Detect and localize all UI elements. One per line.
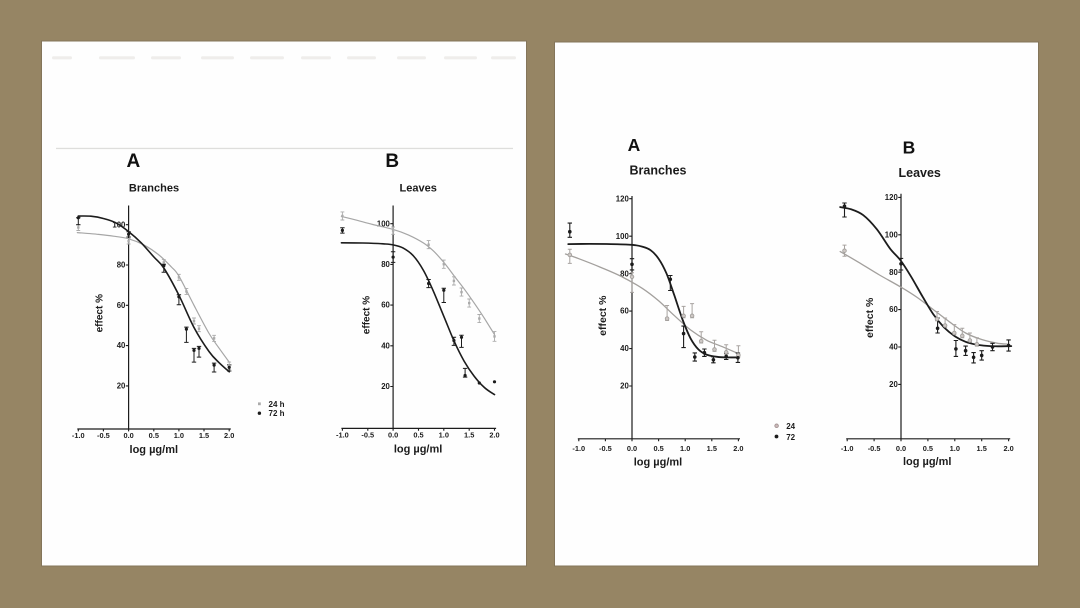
svg-text:B: B — [385, 151, 399, 172]
svg-text:2.0: 2.0 — [1003, 444, 1013, 453]
svg-text:0.0: 0.0 — [388, 430, 398, 439]
svg-text:2.0: 2.0 — [733, 444, 743, 453]
svg-text:-0.5: -0.5 — [361, 430, 374, 439]
svg-text:1.5: 1.5 — [977, 444, 987, 453]
svg-text:1.5: 1.5 — [464, 430, 474, 439]
svg-text:0.5: 0.5 — [653, 444, 663, 453]
svg-text:1.5: 1.5 — [707, 444, 717, 453]
svg-text:100: 100 — [377, 219, 391, 228]
svg-text:1.5: 1.5 — [199, 431, 209, 440]
svg-text:Branches: Branches — [630, 163, 687, 177]
svg-text:0.0: 0.0 — [627, 444, 637, 453]
svg-text:72 h: 72 h — [269, 409, 285, 418]
svg-text:20: 20 — [889, 380, 898, 389]
svg-text:1.0: 1.0 — [439, 430, 449, 439]
svg-text:100: 100 — [885, 230, 899, 239]
svg-text:-0.5: -0.5 — [97, 431, 110, 440]
svg-text:60: 60 — [381, 301, 390, 310]
svg-text:Branches: Branches — [129, 183, 179, 195]
svg-text:log µg/ml: log µg/ml — [130, 444, 179, 456]
svg-text:0.5: 0.5 — [923, 444, 933, 453]
svg-text:1.0: 1.0 — [174, 431, 184, 440]
svg-text:2.0: 2.0 — [489, 430, 499, 439]
svg-text:log µg/ml: log µg/ml — [634, 456, 683, 468]
svg-text:A: A — [127, 151, 141, 172]
svg-text:2.0: 2.0 — [224, 431, 234, 440]
svg-text:0.0: 0.0 — [896, 444, 906, 453]
svg-text:1.0: 1.0 — [950, 444, 960, 453]
svg-text:60: 60 — [620, 307, 629, 316]
svg-text:effect %: effect % — [95, 294, 106, 332]
svg-text:80: 80 — [620, 269, 629, 278]
svg-text:20: 20 — [620, 382, 629, 391]
svg-text:Leaves: Leaves — [400, 182, 437, 194]
svg-text:80: 80 — [381, 260, 390, 269]
svg-text:80: 80 — [889, 268, 898, 277]
svg-text:B: B — [903, 138, 916, 158]
svg-text:log µg/ml: log µg/ml — [903, 456, 952, 468]
svg-text:20: 20 — [117, 382, 126, 391]
svg-text:20: 20 — [381, 382, 390, 391]
svg-text:72: 72 — [786, 433, 795, 442]
svg-text:80: 80 — [117, 261, 126, 270]
svg-text:60: 60 — [117, 301, 126, 310]
svg-text:0.5: 0.5 — [149, 431, 159, 440]
svg-text:24 h: 24 h — [269, 400, 285, 409]
svg-text:24: 24 — [786, 422, 795, 431]
svg-text:-1.0: -1.0 — [841, 444, 854, 453]
svg-text:40: 40 — [381, 341, 390, 350]
svg-text:log µg/ml: log µg/ml — [394, 444, 443, 456]
svg-text:120: 120 — [885, 193, 899, 202]
svg-text:100: 100 — [616, 232, 630, 241]
svg-text:40: 40 — [889, 343, 898, 352]
svg-text:0.5: 0.5 — [413, 430, 423, 439]
svg-text:effect %: effect % — [864, 297, 876, 338]
svg-text:A: A — [628, 135, 641, 155]
svg-text:-0.5: -0.5 — [599, 444, 612, 453]
svg-text:1.0: 1.0 — [680, 444, 690, 453]
svg-text:effect %: effect % — [361, 296, 372, 334]
svg-text:0.0: 0.0 — [123, 431, 133, 440]
svg-text:effect %: effect % — [597, 295, 609, 336]
svg-text:60: 60 — [889, 305, 898, 314]
svg-text:40: 40 — [620, 344, 629, 353]
svg-text:-1.0: -1.0 — [336, 430, 349, 439]
svg-text:-1.0: -1.0 — [72, 431, 85, 440]
svg-text:Leaves: Leaves — [898, 166, 940, 180]
svg-text:-1.0: -1.0 — [572, 444, 585, 453]
svg-text:-0.5: -0.5 — [868, 444, 881, 453]
svg-text:40: 40 — [117, 341, 126, 350]
svg-text:120: 120 — [616, 194, 630, 203]
